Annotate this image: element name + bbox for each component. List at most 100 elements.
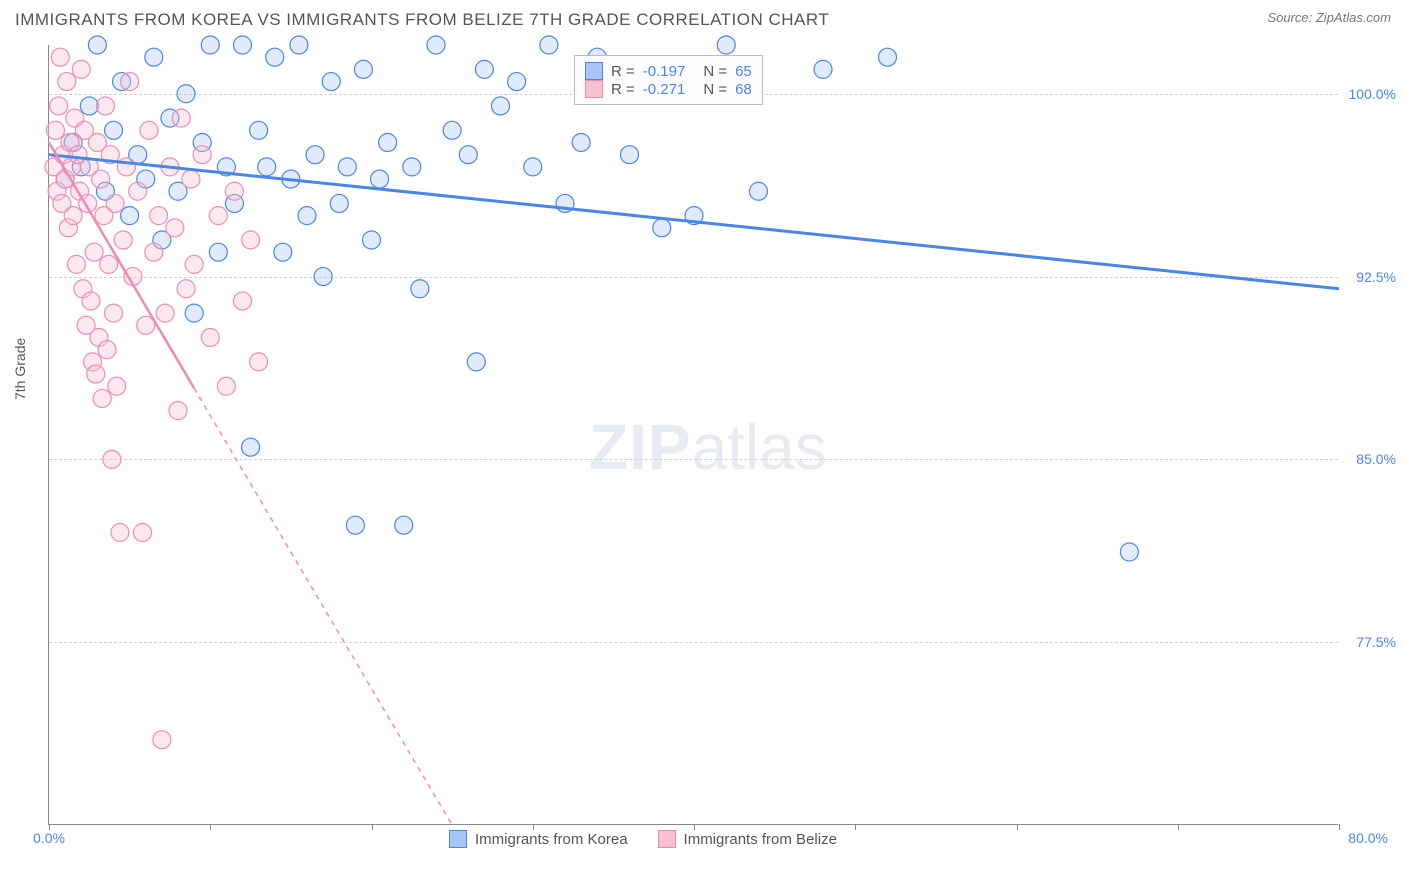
chart-header: IMMIGRANTS FROM KOREA VS IMMIGRANTS FROM… <box>15 10 1391 30</box>
data-point <box>201 36 219 54</box>
data-point <box>172 109 190 127</box>
data-point <box>330 194 348 212</box>
y-tick-label: 77.5% <box>1356 634 1396 650</box>
y-tick-label: 100.0% <box>1349 86 1396 102</box>
data-point <box>266 48 284 66</box>
data-point <box>524 158 542 176</box>
data-point <box>411 280 429 298</box>
data-point <box>250 353 268 371</box>
data-point <box>1120 543 1138 561</box>
data-point <box>85 243 103 261</box>
data-point <box>98 341 116 359</box>
data-point <box>114 231 132 249</box>
data-point <box>88 36 106 54</box>
chart-title: IMMIGRANTS FROM KOREA VS IMMIGRANTS FROM… <box>15 10 829 30</box>
data-point <box>750 182 768 200</box>
y-tick-label: 92.5% <box>1356 269 1396 285</box>
y-axis-label: 7th Grade <box>12 338 28 400</box>
data-point <box>153 731 171 749</box>
data-point <box>64 207 82 225</box>
data-point <box>106 194 124 212</box>
data-point <box>150 207 168 225</box>
data-point <box>225 182 243 200</box>
x-tick-label-left: 0.0% <box>33 830 65 846</box>
data-point <box>121 73 139 91</box>
swatch-belize-icon <box>658 830 676 848</box>
data-point <box>145 48 163 66</box>
data-point <box>322 73 340 91</box>
data-point <box>250 121 268 139</box>
data-point <box>87 365 105 383</box>
data-point <box>166 219 184 237</box>
data-point <box>540 36 558 54</box>
data-point <box>242 231 260 249</box>
data-point <box>363 231 381 249</box>
data-point <box>169 402 187 420</box>
data-point <box>67 255 85 273</box>
data-point <box>105 304 123 322</box>
data-point <box>129 182 147 200</box>
data-point <box>50 97 68 115</box>
data-point <box>92 170 110 188</box>
data-point <box>306 146 324 164</box>
data-point <box>234 36 252 54</box>
data-point <box>185 255 203 273</box>
chart-source: Source: ZipAtlas.com <box>1267 10 1391 25</box>
x-tick-label-right: 80.0% <box>1348 830 1388 846</box>
data-point <box>51 48 69 66</box>
data-point <box>338 158 356 176</box>
data-point <box>209 207 227 225</box>
data-point <box>72 60 90 78</box>
data-point <box>395 516 413 534</box>
data-point <box>572 134 590 152</box>
swatch-korea <box>585 62 603 80</box>
swatch-korea-icon <box>449 830 467 848</box>
series-legend: Immigrants from Korea Immigrants from Be… <box>449 830 837 848</box>
data-point <box>93 389 111 407</box>
data-point <box>193 146 211 164</box>
data-point <box>403 158 421 176</box>
data-point <box>156 304 174 322</box>
data-point <box>717 36 735 54</box>
data-point <box>201 329 219 347</box>
data-point <box>96 97 114 115</box>
data-point <box>274 243 292 261</box>
data-point <box>100 255 118 273</box>
data-point <box>177 85 195 103</box>
regression-line <box>49 155 1339 289</box>
data-point <box>467 353 485 371</box>
data-point <box>814 60 832 78</box>
swatch-belize <box>585 80 603 98</box>
data-point <box>443 121 461 139</box>
data-point <box>298 207 316 225</box>
data-point <box>58 73 76 91</box>
data-point <box>379 134 397 152</box>
data-point <box>217 377 235 395</box>
data-point <box>185 304 203 322</box>
legend-item-korea: Immigrants from Korea <box>449 830 628 848</box>
data-point <box>242 438 260 456</box>
data-point <box>508 73 526 91</box>
data-point <box>653 219 671 237</box>
data-point <box>103 450 121 468</box>
data-point <box>475 60 493 78</box>
data-point <box>177 280 195 298</box>
data-point <box>879 48 897 66</box>
data-point <box>492 97 510 115</box>
data-point <box>209 243 227 261</box>
data-point <box>234 292 252 310</box>
legend-row-belize: R = -0.271 N = 68 <box>585 80 752 98</box>
plot-area: ZIPatlas 77.5%85.0%92.5%100.0% 0.0% 80.0… <box>48 45 1338 825</box>
data-point <box>108 377 126 395</box>
regression-line-extrapolated <box>194 388 452 825</box>
data-point <box>427 36 445 54</box>
data-point <box>346 516 364 534</box>
scatter-svg <box>49 45 1338 824</box>
y-tick-label: 85.0% <box>1356 451 1396 467</box>
data-point <box>182 170 200 188</box>
data-point <box>46 121 64 139</box>
legend-row-korea: R = -0.197 N = 65 <box>585 62 752 80</box>
data-point <box>314 268 332 286</box>
data-point <box>111 524 129 542</box>
data-point <box>82 292 100 310</box>
